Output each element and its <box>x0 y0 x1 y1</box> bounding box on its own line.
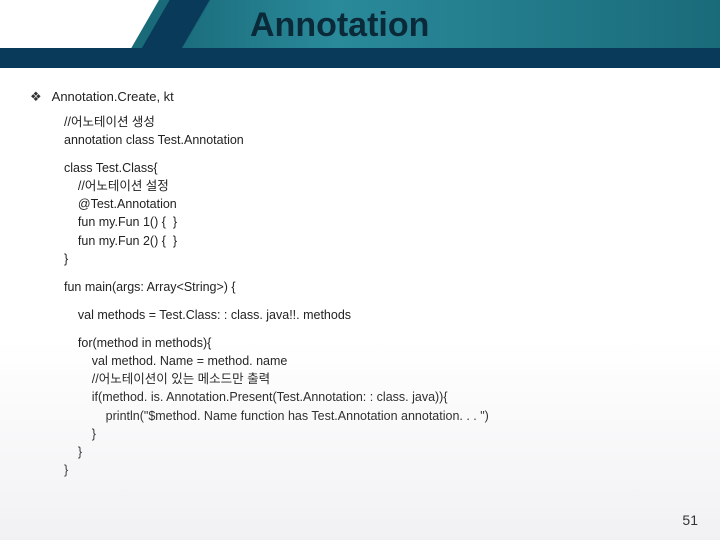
spacer <box>30 324 690 334</box>
slide-header: Annotation <box>0 0 720 70</box>
header-band-dark <box>0 48 720 68</box>
code-block-3: fun main(args: Array<String>) { <box>64 278 690 296</box>
file-name-label: Annotation.Create, kt <box>52 88 174 107</box>
code-block-4: val methods = Test.Class: : class. java!… <box>64 306 690 324</box>
code-block-5: for(method in methods){ val method. Name… <box>64 334 690 479</box>
diamond-bullet-icon: ❖ <box>30 88 42 107</box>
page-number: 51 <box>682 512 698 528</box>
spacer <box>30 268 690 278</box>
code-block-2: class Test.Class{ //어노테이션 설정 @Test.Annot… <box>64 159 690 268</box>
code-block-1: //어노테이션 생성 annotation class Test.Annotat… <box>64 113 690 149</box>
slide-title: Annotation <box>250 6 429 45</box>
spacer <box>30 149 690 159</box>
slide-content: ❖ Annotation.Create, kt //어노테이션 생성 annot… <box>0 70 720 479</box>
bullet-item: ❖ Annotation.Create, kt <box>30 88 690 107</box>
spacer <box>30 296 690 306</box>
